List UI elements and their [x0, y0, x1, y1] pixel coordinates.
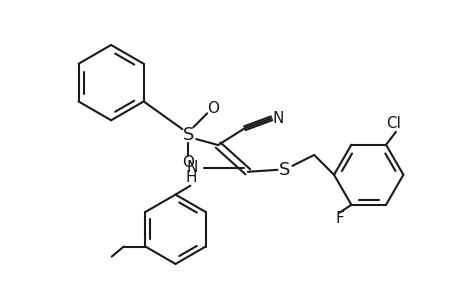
Text: O: O [182, 155, 194, 170]
Text: Cl: Cl [386, 116, 401, 131]
Text: S: S [278, 161, 290, 179]
Text: N: N [272, 111, 284, 126]
Text: F: F [334, 211, 343, 226]
Text: H: H [185, 170, 197, 185]
Text: N: N [186, 160, 198, 175]
Text: S: S [182, 126, 194, 144]
Text: O: O [207, 101, 218, 116]
